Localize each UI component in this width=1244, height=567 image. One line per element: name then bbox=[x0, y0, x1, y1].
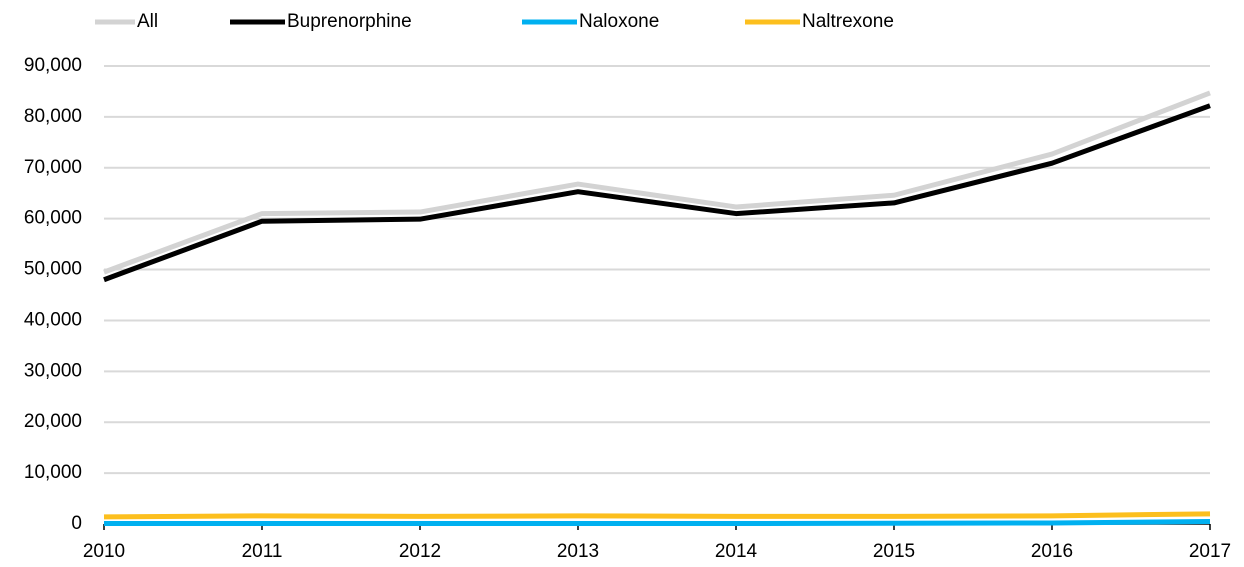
y-tick-label: 40,000 bbox=[24, 309, 82, 330]
series-line bbox=[103, 103, 1211, 283]
y-tick-label: 30,000 bbox=[24, 360, 82, 381]
x-tick-label: 2010 bbox=[83, 541, 125, 562]
series-line bbox=[104, 518, 1211, 526]
y-tick-label: 10,000 bbox=[24, 462, 82, 483]
legend-label: Naltrexone bbox=[802, 11, 894, 32]
y-tick-label: 70,000 bbox=[24, 157, 82, 178]
y-tick-label: 90,000 bbox=[24, 55, 82, 76]
x-tick-label: 2012 bbox=[399, 541, 441, 562]
x-tick-label: 2014 bbox=[715, 541, 758, 562]
y-tick-label: 50,000 bbox=[24, 259, 82, 280]
x-tick-label: 2016 bbox=[1031, 541, 1073, 562]
x-tick-label: 2015 bbox=[873, 541, 915, 562]
x-tick-label: 2017 bbox=[1189, 541, 1231, 562]
legend-label: Buprenorphine bbox=[287, 11, 412, 32]
y-tick-label: 80,000 bbox=[24, 106, 82, 127]
y-tick-label: 20,000 bbox=[24, 411, 82, 432]
legend-label: All bbox=[137, 11, 158, 32]
series-line bbox=[103, 90, 1211, 275]
x-tick-label: 2013 bbox=[557, 541, 599, 562]
y-tick-label: 60,000 bbox=[24, 208, 82, 229]
series-line bbox=[103, 511, 1211, 520]
legend-label: Naloxone bbox=[579, 11, 659, 32]
y-tick-label: 0 bbox=[71, 513, 82, 534]
x-tick-label: 2011 bbox=[242, 541, 283, 562]
